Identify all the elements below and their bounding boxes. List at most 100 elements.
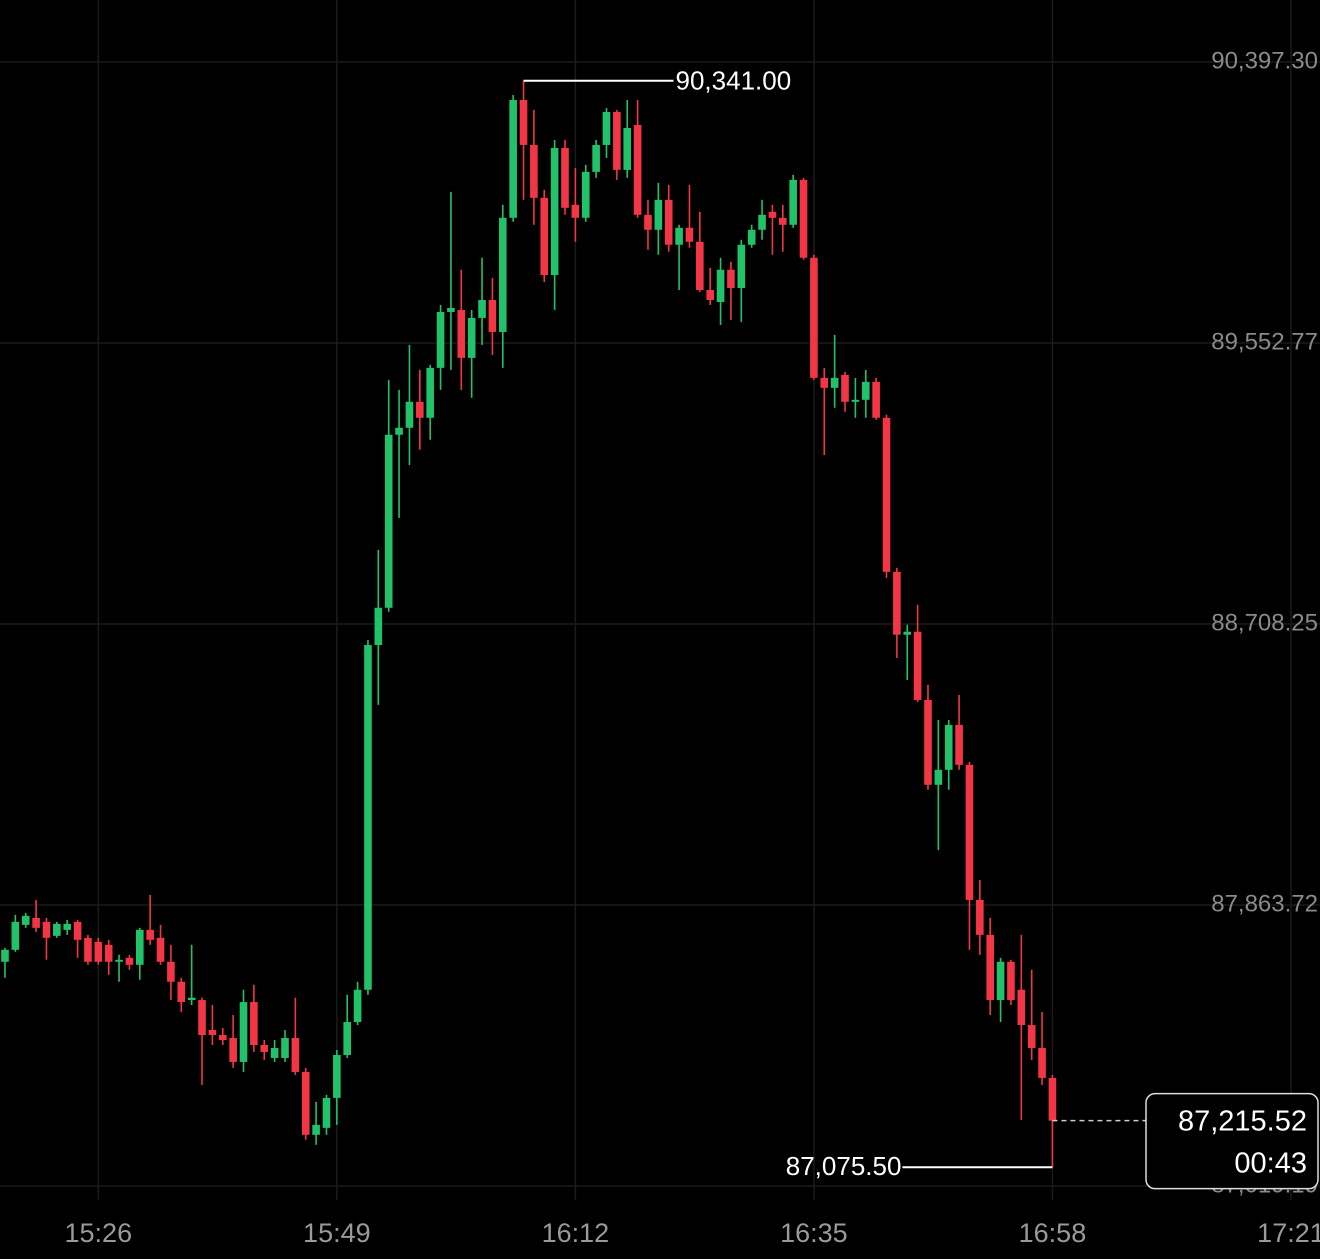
candle-body [664, 199, 673, 245]
y-tick-label: 87,863.72 [1211, 890, 1318, 917]
candle-body [976, 899, 984, 935]
candle-body [384, 434, 393, 608]
candle-body [312, 1124, 320, 1135]
candle-body [135, 929, 144, 965]
candle-body [965, 764, 974, 900]
candle-body [146, 929, 154, 940]
candle-body [250, 1002, 258, 1045]
candle-body [395, 427, 403, 435]
candle-body [353, 989, 362, 1023]
candle-body [333, 1054, 341, 1098]
candle-body [322, 1097, 331, 1128]
candle-body [530, 144, 538, 198]
candle-body [841, 374, 849, 402]
x-tick-label: 15:26 [65, 1218, 133, 1248]
candle-body [1048, 1077, 1057, 1121]
candle-body [696, 241, 704, 291]
candle-body [73, 921, 82, 940]
candle-body [778, 217, 787, 225]
candle-body [1038, 1047, 1046, 1078]
candle-body [737, 244, 746, 289]
candle-body [872, 381, 880, 418]
candle-body [343, 1022, 352, 1055]
candle-body [21, 915, 30, 925]
candle-body [789, 179, 797, 225]
candle-body [260, 1044, 269, 1052]
candle-body [11, 921, 20, 950]
candle-body [820, 377, 829, 388]
candle-body [540, 197, 549, 276]
candle-body [177, 981, 186, 1003]
candle-body [509, 100, 517, 218]
candle-body [758, 214, 766, 230]
candle-body [571, 204, 580, 218]
candle-body [613, 111, 621, 170]
candle-body [913, 631, 922, 700]
candle-body [882, 417, 891, 572]
last-price-box [1145, 1092, 1319, 1190]
countdown-label: 00:43 [1234, 1147, 1307, 1179]
candle-body [561, 147, 569, 208]
candle-body [706, 290, 714, 300]
x-tick-label: 16:12 [542, 1218, 610, 1248]
candle-body [861, 381, 870, 400]
low-marker-label: 87,075.50 [786, 1151, 902, 1181]
candle-body [457, 309, 466, 358]
candle-body [416, 401, 424, 418]
y-tick-label: 88,708.25 [1211, 609, 1318, 636]
candle-body [84, 937, 92, 962]
candle-body [436, 311, 445, 368]
candle-body [1, 949, 9, 962]
candle-body [104, 944, 113, 962]
candle-body [955, 724, 963, 765]
candle-body [592, 144, 600, 172]
candle-body [1027, 1025, 1036, 1048]
candle-body [519, 100, 528, 145]
candle-body [239, 1002, 248, 1062]
candle-body [270, 1047, 279, 1058]
candle-body [478, 299, 486, 318]
high-marker-label: 90,341.00 [676, 66, 792, 96]
candle-body [167, 961, 175, 982]
candle-body [623, 127, 632, 170]
last-price-label: 87,215.52 [1178, 1105, 1307, 1137]
x-tick-label: 17:21 [1257, 1218, 1320, 1248]
x-tick-label: 16:58 [1019, 1218, 1087, 1248]
candle-body [581, 171, 590, 218]
x-tick-label: 16:35 [780, 1218, 848, 1248]
candle-body [1017, 989, 1026, 1026]
candle-body [32, 917, 40, 928]
candle-body [426, 367, 434, 418]
candle-body [851, 399, 860, 402]
candle-body [125, 957, 134, 965]
candle-body [747, 229, 756, 245]
y-tick-label: 89,552.77 [1211, 328, 1318, 355]
candle-body [63, 923, 72, 930]
candle-body [830, 377, 839, 388]
candle-body [374, 607, 383, 646]
candle-body [727, 269, 735, 289]
candle-body [903, 631, 912, 635]
candle-body [53, 923, 61, 936]
candle-body [768, 211, 777, 218]
candle-body [633, 124, 642, 215]
candle-body [156, 937, 165, 962]
candle-body [893, 571, 901, 635]
candle-body [301, 1071, 310, 1135]
candle-body [115, 959, 123, 962]
candle-body [944, 724, 953, 770]
candle-body [810, 257, 818, 378]
candle-body [1007, 961, 1015, 1001]
candle-body [986, 934, 995, 1001]
candle-body [229, 1037, 237, 1062]
candle-body [498, 217, 507, 332]
candle-body [364, 645, 372, 990]
candle-body [291, 1037, 300, 1072]
candle-body [405, 401, 414, 428]
candle-body [42, 921, 51, 938]
candle-body [281, 1037, 289, 1058]
candle-body [208, 1030, 217, 1035]
candle-body [187, 997, 196, 1001]
